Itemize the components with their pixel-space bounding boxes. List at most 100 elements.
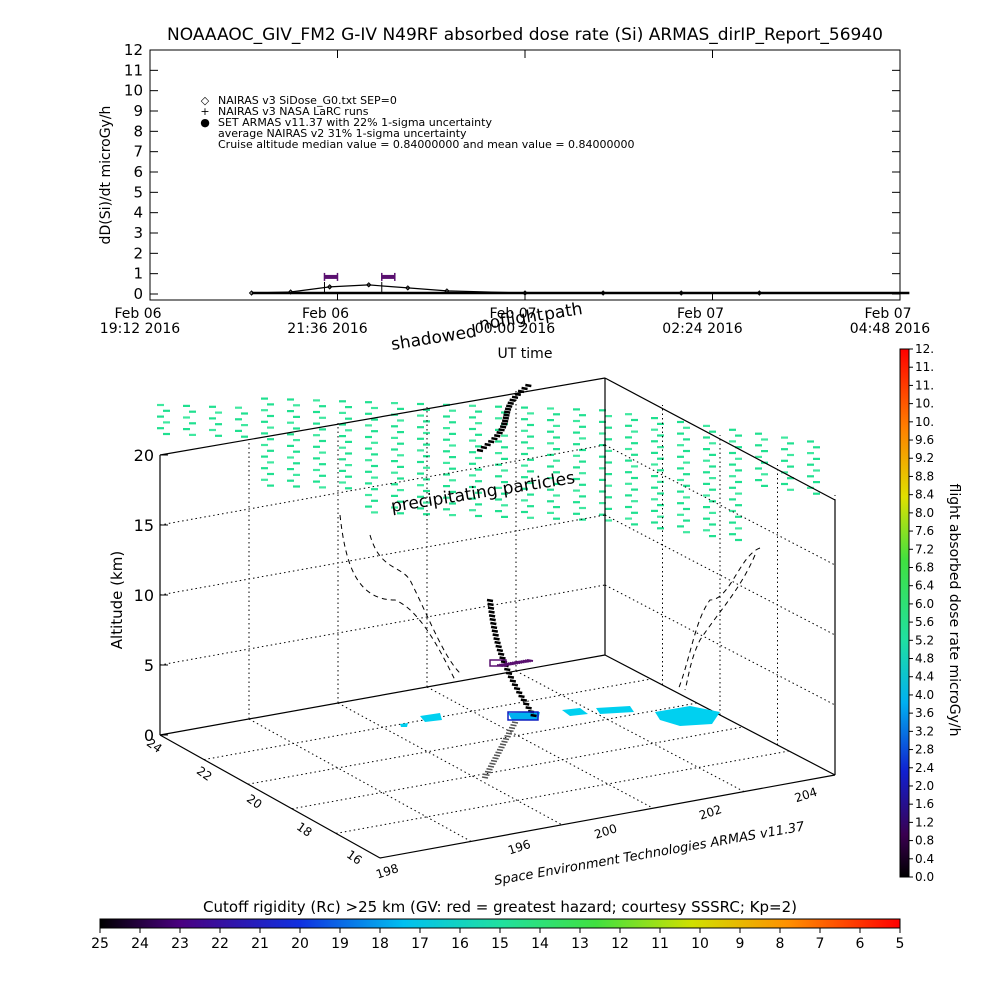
altitude-axis-label: Altitude (km) (108, 551, 126, 649)
box-edge (159, 734, 381, 859)
series-nairas-point (326, 284, 333, 290)
track-mark (499, 656, 506, 660)
rigidity-tick-label: 13 (571, 936, 589, 952)
colorbar-tick-label: 3.6 (915, 706, 934, 720)
colorbar-tick-label: 3.2 (915, 724, 934, 738)
legend-symbol: + (200, 105, 209, 118)
y-tick-label: 12 (124, 41, 143, 59)
footer-credit: Space Environment Technologies ARMAS v11… (493, 819, 806, 889)
grid-line (604, 444, 836, 566)
track-mark (486, 598, 494, 603)
annotation-path: path (543, 299, 584, 325)
rigidity-tick-label: 9 (736, 936, 745, 952)
lon-tick-label: 200 (593, 821, 619, 841)
rigidity-tick-label: 22 (211, 936, 229, 952)
track-mark (501, 422, 508, 426)
track-mark (507, 675, 515, 679)
dose-colorbar-gradient (899, 348, 910, 878)
colorbar-tick-label: 6.0 (915, 597, 934, 611)
track-mark (507, 729, 514, 732)
footprint-blob (562, 708, 588, 716)
y-tick-label: 5 (133, 183, 143, 201)
track-mark (480, 445, 488, 450)
rigidity-tick-label: 15 (491, 936, 509, 952)
y-tick-label: 1 (133, 265, 143, 283)
track-mark (521, 386, 528, 391)
track-marker (507, 711, 539, 721)
footprint-blob (420, 713, 442, 722)
track-mark (502, 737, 510, 741)
z-tick-label: 0 (144, 726, 154, 745)
colorbar-tick-label: 2.8 (915, 743, 934, 757)
track-mark (526, 659, 534, 662)
track-mark (513, 686, 521, 691)
colorbar-tick-label: 7.2 (915, 542, 934, 556)
grid-line (335, 750, 790, 834)
track-mark (493, 754, 501, 757)
grid-line (337, 702, 563, 826)
profile-curve-left (339, 514, 456, 681)
colorbar-tick-label: 12. (915, 342, 934, 356)
track-mark (490, 625, 498, 630)
track-mark (489, 617, 496, 622)
track-mark (487, 606, 495, 610)
y-tick-label: 3 (133, 224, 143, 242)
lat-tick-label: 16 (344, 847, 365, 867)
rigidity-bar: Cutoff rigidity (Rc) >25 km (GV: red = g… (91, 898, 904, 952)
rigidity-tick-label: 16 (451, 936, 469, 952)
box-edge (159, 654, 606, 736)
lon-tick-label: 196 (506, 837, 532, 857)
colorbar-tick-label: 10. (915, 397, 934, 411)
track-mark (508, 726, 516, 730)
rigidity-tick-label: 8 (776, 936, 785, 952)
series-nairas-point (756, 290, 763, 296)
rigidity-bar-ticks: 25 24 23 22 21 20 19 18 17 16 15 14 13 12 11 10 9 8 7 6 5 (91, 928, 904, 952)
track-mark (510, 724, 517, 727)
track-mark (491, 436, 498, 441)
track-mark (511, 395, 519, 400)
rigidity-tick-label: 18 (371, 936, 389, 952)
lat-tick-label: 18 (294, 819, 315, 839)
track-mark (514, 392, 522, 397)
track-marker (489, 659, 507, 667)
track-mark (498, 746, 505, 749)
longitude-ticks: 198 196 200 202 204 (374, 785, 819, 882)
track-mark (491, 629, 499, 633)
series-nairas-point (366, 282, 372, 288)
series-nairas-line (251, 284, 760, 294)
annotation-precipitating-particles: precipitating particles (390, 468, 577, 517)
track-mark (495, 751, 502, 754)
rigidity-bar-label: Cutoff rigidity (Rc) >25 km (GV: red = g… (203, 898, 797, 916)
track-mark (494, 640, 501, 645)
x-tick-date: Feb 07 (677, 306, 724, 322)
colorbar-tick-label: 7.6 (915, 524, 934, 538)
track-mark (488, 610, 495, 614)
altitude-ticks: 0 5 10 15 20 (134, 446, 168, 745)
track-mark (488, 614, 496, 618)
lon-tick-label: 198 (374, 861, 400, 881)
rigidity-tick-label: 11 (651, 936, 669, 952)
z-tick-label: 10 (134, 586, 154, 605)
y-tick-label: 7 (133, 143, 143, 161)
track-mark (502, 416, 510, 420)
track-mark (503, 413, 510, 417)
track-mark (518, 694, 525, 699)
track-mark (511, 683, 519, 687)
x-tick-time: 19:12 2016 (100, 321, 181, 337)
track-mark (490, 759, 498, 763)
colorbar-tick-label: 6.4 (915, 579, 934, 593)
box-edge (159, 377, 606, 456)
y-tick-label: 11 (124, 61, 143, 79)
rigidity-tick-label: 20 (291, 936, 309, 952)
series-nairas-point (248, 290, 255, 296)
rigidity-tick-label: 10 (691, 936, 709, 952)
track-mark (509, 679, 517, 683)
grid-line (159, 514, 606, 596)
grid-line (159, 584, 606, 666)
track-mark (520, 698, 528, 702)
dose-colorbar-label: flight absorbed dose rate microGy/h (946, 484, 962, 737)
track-mark (506, 404, 513, 408)
track-mark (494, 433, 501, 438)
